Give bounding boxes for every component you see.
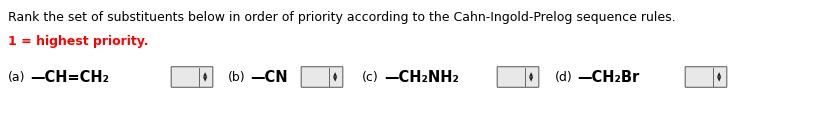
Text: ▲: ▲ (203, 72, 208, 77)
Text: ▼: ▼ (529, 77, 533, 82)
FancyBboxPatch shape (685, 67, 726, 87)
Text: Rank the set of substituents below in order of priority according to the Cahn-In: Rank the set of substituents below in or… (8, 11, 675, 24)
Text: (a): (a) (8, 70, 26, 84)
Text: —CH=CH₂: —CH=CH₂ (30, 69, 108, 84)
FancyBboxPatch shape (497, 67, 538, 87)
Text: —CH₂Br: —CH₂Br (576, 69, 638, 84)
Text: (b): (b) (228, 70, 245, 84)
Text: ▼: ▼ (333, 77, 337, 82)
FancyBboxPatch shape (301, 67, 343, 87)
Text: (d): (d) (554, 70, 572, 84)
Text: ▼: ▼ (203, 77, 208, 82)
Text: ▲: ▲ (333, 72, 337, 77)
Text: 1 = highest priority.: 1 = highest priority. (8, 35, 148, 48)
FancyBboxPatch shape (171, 67, 213, 87)
Text: —CH₂NH₂: —CH₂NH₂ (383, 69, 459, 84)
Text: ▲: ▲ (716, 72, 721, 77)
Text: ▲: ▲ (529, 72, 533, 77)
Text: ▼: ▼ (716, 77, 721, 82)
Text: —CN: —CN (250, 69, 287, 84)
Text: (c): (c) (362, 70, 378, 84)
